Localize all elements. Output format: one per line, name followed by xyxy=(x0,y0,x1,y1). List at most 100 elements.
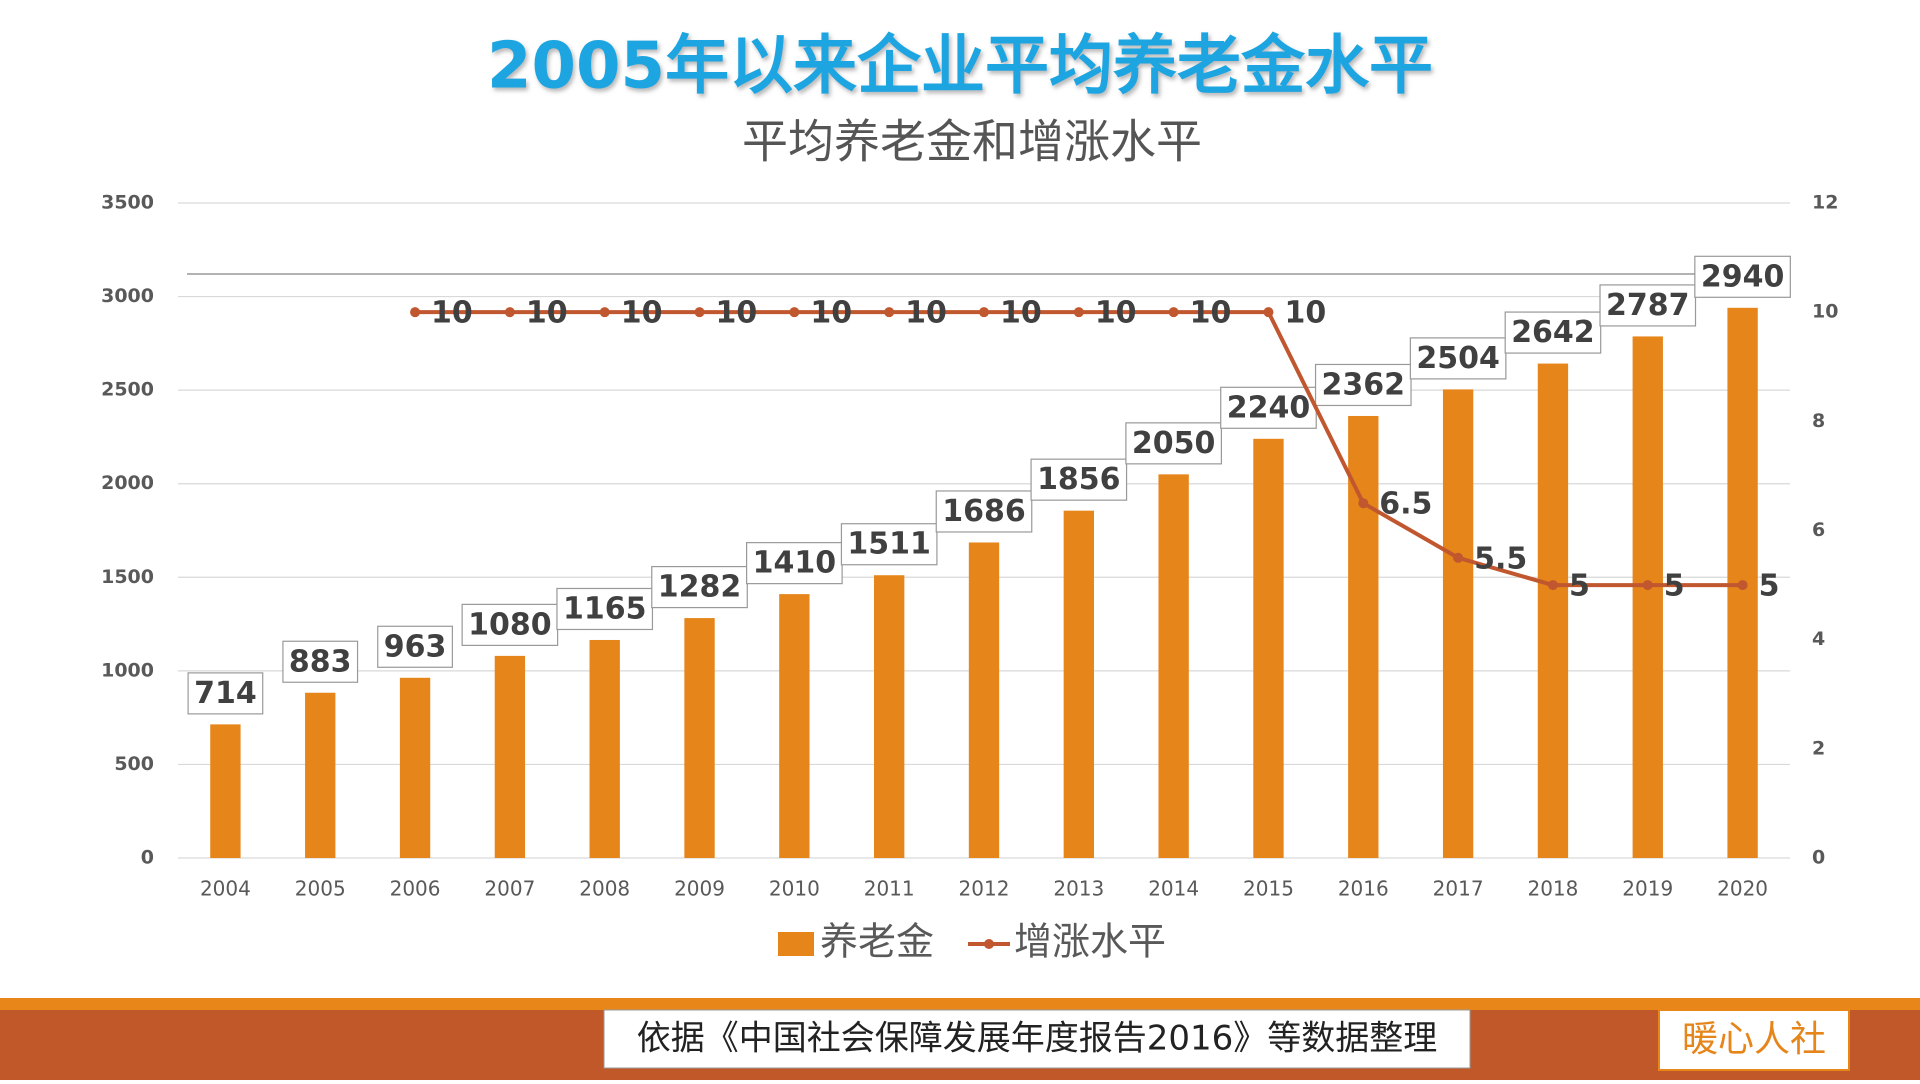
data-label: 963 xyxy=(384,629,447,664)
data-label-box xyxy=(746,542,843,585)
bar xyxy=(684,618,715,858)
x-tick-label: 2013 xyxy=(1053,877,1104,901)
bar xyxy=(1632,336,1663,858)
x-tick-label: 2010 xyxy=(769,877,820,901)
y2-tick-label: 8 xyxy=(1812,410,1825,432)
line-point xyxy=(789,307,800,318)
y-tick-label: 3500 xyxy=(101,192,154,214)
data-label-box xyxy=(187,672,264,715)
data-label: 1282 xyxy=(658,570,742,605)
line-point xyxy=(1453,552,1464,563)
bar xyxy=(1063,510,1094,858)
data-label: 10 xyxy=(1190,296,1232,331)
data-label: 10 xyxy=(1284,296,1326,331)
bar xyxy=(1253,438,1284,858)
chart-title: 平均养老金和增涨水平 xyxy=(742,115,1202,169)
data-label-box xyxy=(935,490,1033,533)
x-tick-label: 2016 xyxy=(1338,877,1389,901)
x-tick-label: 2020 xyxy=(1717,877,1768,901)
line-point xyxy=(1737,580,1748,591)
x-tick-label: 2008 xyxy=(579,877,630,901)
y2-tick-label: 10 xyxy=(1812,301,1838,323)
data-label: 10 xyxy=(1095,296,1137,331)
source-box xyxy=(603,1009,1471,1069)
y2-tick-label: 6 xyxy=(1812,519,1825,541)
legend-label: 增涨水平 xyxy=(1014,920,1166,964)
bar xyxy=(1537,363,1569,858)
bar xyxy=(968,542,1000,858)
line-point xyxy=(1547,580,1558,591)
x-tick-label: 2014 xyxy=(1148,877,1199,901)
y2-tick-label: 0 xyxy=(1812,847,1825,869)
data-label-box xyxy=(377,625,453,668)
data-label-box xyxy=(556,587,654,631)
x-tick-label: 2015 xyxy=(1243,877,1294,901)
bar xyxy=(1348,415,1379,858)
x-tick-label: 2018 xyxy=(1527,877,1578,901)
line-point xyxy=(694,307,705,318)
data-label: 714 xyxy=(194,676,257,711)
x-tick-label: 2005 xyxy=(295,877,346,901)
data-label: 10 xyxy=(1000,296,1042,331)
line-point xyxy=(599,307,610,318)
bar xyxy=(874,575,905,858)
data-label: 2940 xyxy=(1701,259,1785,294)
data-label: 2050 xyxy=(1132,426,1216,461)
bar xyxy=(779,594,810,858)
y-tick-label: 1000 xyxy=(101,659,154,681)
x-tick-label: 2004 xyxy=(200,877,251,901)
footer-stripe xyxy=(0,998,1920,1010)
bar xyxy=(305,692,336,858)
data-label: 2240 xyxy=(1227,390,1311,425)
y-tick-label: 1500 xyxy=(101,566,154,588)
data-label-box xyxy=(282,640,359,683)
data-label: 5 xyxy=(1569,569,1590,604)
data-label-box xyxy=(1220,386,1317,429)
data-label: 10 xyxy=(716,296,758,331)
bar xyxy=(589,639,620,858)
y-tick-label: 2500 xyxy=(101,379,154,401)
data-label-box xyxy=(1409,337,1507,380)
x-tick-label: 2007 xyxy=(484,877,535,901)
data-label: 2787 xyxy=(1606,288,1690,323)
y-tick-label: 0 xyxy=(141,847,154,869)
y2-tick-label: 4 xyxy=(1812,628,1825,650)
data-label: 6.5 xyxy=(1379,487,1432,522)
y-tick-label: 500 xyxy=(114,753,154,775)
data-label-box xyxy=(1694,255,1791,298)
data-label-box xyxy=(840,523,938,566)
data-label: 5 xyxy=(1664,569,1685,604)
line-point xyxy=(979,307,989,318)
data-label-box xyxy=(1125,422,1222,465)
x-tick-label: 2012 xyxy=(959,877,1010,901)
legend-swatch xyxy=(778,932,814,956)
data-label: 10 xyxy=(431,296,473,331)
brand-text: 暖心人社 xyxy=(1682,1019,1826,1060)
x-tick-label: 2017 xyxy=(1433,877,1484,901)
data-label-box xyxy=(651,565,748,609)
data-label: 5.5 xyxy=(1474,541,1527,576)
line-point xyxy=(1168,307,1179,318)
bar xyxy=(494,655,526,858)
data-label: 2504 xyxy=(1416,341,1500,376)
line-point xyxy=(1073,307,1084,318)
line-point xyxy=(504,307,515,318)
y2-tick-label: 12 xyxy=(1812,192,1838,214)
slide-title: 2005年以来企业平均养老金水平 xyxy=(487,30,1433,104)
data-label-box xyxy=(1599,284,1697,327)
data-label-box xyxy=(1504,311,1602,354)
legend-swatch xyxy=(984,939,994,949)
data-label: 883 xyxy=(289,644,352,679)
data-label: 10 xyxy=(621,296,663,331)
data-label: 1080 xyxy=(468,607,552,642)
line-point xyxy=(1263,307,1274,318)
data-label: 2642 xyxy=(1511,315,1595,350)
line-point xyxy=(1358,498,1369,509)
data-label: 1856 xyxy=(1037,462,1121,497)
data-label: 1511 xyxy=(847,527,931,562)
data-label: 1686 xyxy=(942,494,1026,529)
data-label: 5 xyxy=(1759,569,1780,604)
x-tick-label: 2011 xyxy=(864,877,915,901)
